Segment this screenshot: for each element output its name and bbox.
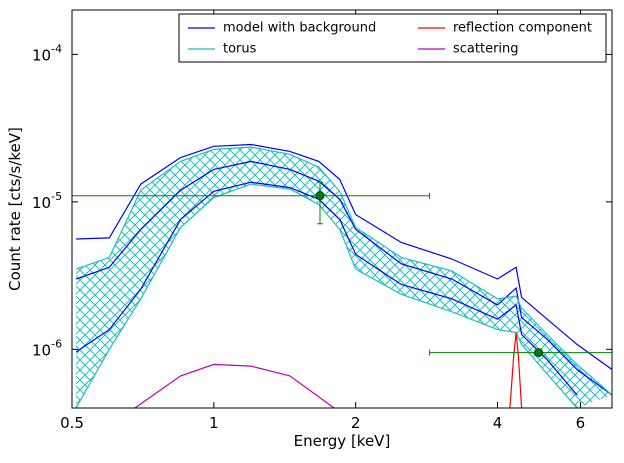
axes-frame <box>71 9 613 409</box>
y-tick-exponent: -6 <box>51 337 62 350</box>
legend-label: scattering <box>453 42 519 57</box>
y-tick-exponent: -5 <box>51 190 62 203</box>
y-tick-label: 10-6 <box>32 337 62 359</box>
y-tick-exponent: -4 <box>51 42 62 55</box>
x-tick-label: 0.5 <box>60 414 84 432</box>
series-line <box>134 363 335 408</box>
series-line <box>76 143 612 370</box>
series-line <box>509 332 523 408</box>
legend-label: torus <box>223 42 257 57</box>
legend-label: model with background <box>223 21 376 36</box>
x-axis-label: Energy [keV] <box>294 432 391 450</box>
data-point <box>534 348 544 358</box>
x-tick-label: 6 <box>576 414 586 432</box>
series-line <box>75 160 612 396</box>
x-tick-label: 4 <box>493 414 503 432</box>
y-tick-base: 10 <box>32 46 51 64</box>
y-tick-base: 10 <box>32 194 51 212</box>
hatch-band <box>76 147 612 408</box>
legend-box <box>178 13 607 63</box>
x-tick-label: 1 <box>209 414 219 432</box>
y-tick-label: 10-5 <box>32 190 62 212</box>
y-tick-base: 10 <box>32 341 51 359</box>
series-line <box>75 146 612 396</box>
data-point <box>315 191 325 201</box>
series-line <box>75 181 578 396</box>
y-axis-label: Count rate [cts/s/keV] <box>6 127 24 291</box>
legend-label: reflection component <box>453 21 592 36</box>
plot-area <box>72 143 612 408</box>
series-line <box>75 183 578 408</box>
x-tick-label: 2 <box>351 414 361 432</box>
y-tick-label: 10-4 <box>32 42 62 64</box>
